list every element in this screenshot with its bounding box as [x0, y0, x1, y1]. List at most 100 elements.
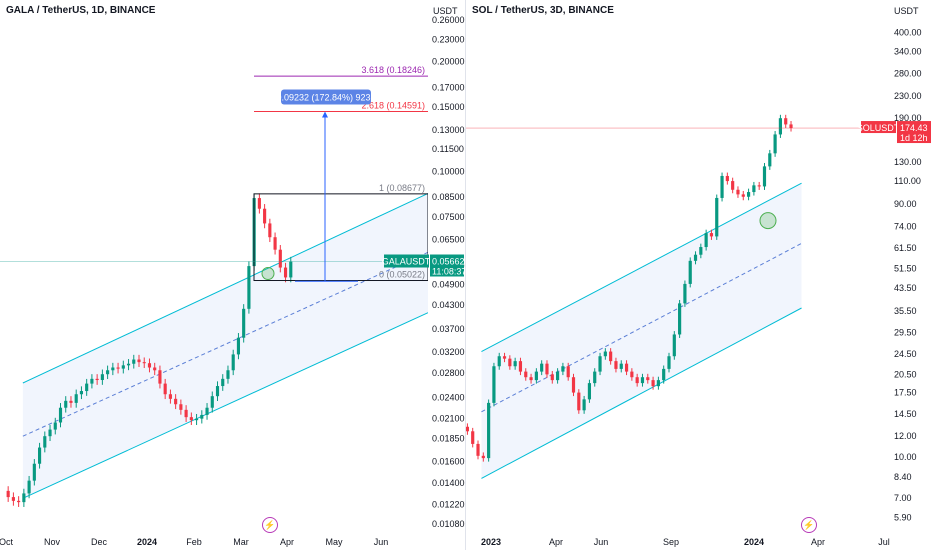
candle	[27, 480, 31, 494]
candle	[11, 497, 15, 501]
candle	[37, 447, 42, 464]
sol-chart-pane[interactable]: 400.00 340.00 280.00 230.00 190.00 130.00 110.…	[466, 0, 932, 550]
channel-upper-line	[481, 182, 802, 352]
candle	[635, 377, 639, 384]
candle	[85, 383, 89, 392]
channel-upper-line	[22, 192, 429, 384]
candle	[48, 429, 52, 437]
symbol-tag-bg	[384, 254, 429, 268]
bolt-icon[interactable]: ⚡	[801, 517, 817, 533]
y-tick-label: 0.11500	[432, 144, 464, 154]
symbol-tag: SOLUSDT	[857, 123, 900, 133]
candle	[215, 386, 220, 397]
y-tick-label: 0.10000	[432, 166, 465, 176]
candle	[577, 392, 581, 411]
gala-chart-pane[interactable]: 3.618 (0.18246) 2.618 (0.14591) 1 (0.08677…	[0, 0, 466, 550]
candle	[58, 407, 63, 423]
candle	[205, 407, 209, 415]
candle	[142, 362, 146, 364]
y-tick-label: 0.07500	[432, 212, 465, 222]
candle	[529, 377, 533, 381]
channel-lower-line	[22, 312, 429, 499]
candle	[90, 378, 94, 384]
y-tick-label: 0.01400	[432, 478, 465, 488]
y-tick-label: 110.00	[894, 176, 921, 186]
candle	[683, 283, 687, 304]
countdown-tag: 11:08:37	[432, 267, 465, 277]
candle	[508, 358, 512, 367]
candle	[587, 383, 592, 400]
candle	[126, 363, 131, 366]
candle	[236, 337, 241, 355]
candle	[757, 185, 761, 187]
x-tick-label: Sep	[663, 537, 679, 547]
gala-chart-canvas[interactable]: 3.618 (0.18246) 2.618 (0.14591) 1 (0.08677…	[0, 0, 465, 550]
y-tick-label: 130.00	[894, 157, 922, 167]
bolt-icon[interactable]: ⚡	[262, 517, 278, 533]
y-tick-label: 74.00	[894, 222, 917, 232]
candle	[64, 400, 68, 408]
sol-chart-canvas[interactable]: 400.00 340.00 280.00 230.00 190.00 130.00 110.…	[466, 0, 932, 550]
candle	[111, 367, 115, 371]
x-tick-label: 2024	[137, 537, 157, 547]
channel-lower-line	[481, 307, 802, 479]
candle	[545, 363, 549, 375]
candle	[534, 371, 538, 381]
candle	[778, 118, 783, 135]
x-tick-label: Oct	[0, 537, 13, 547]
y-tick-label: 29.50	[894, 327, 917, 337]
candle	[678, 303, 682, 335]
y-tick-label: 12.00	[894, 431, 917, 441]
candle	[502, 356, 507, 359]
candle	[466, 426, 469, 432]
candle	[556, 371, 560, 381]
fib-label: 1 (0.08677)	[379, 183, 425, 193]
candle	[79, 391, 84, 395]
candle	[268, 223, 272, 238]
candle	[693, 254, 698, 261]
channel-fill	[22, 193, 428, 499]
y-tick-label: 0.01080	[432, 519, 465, 529]
y-tick-label: 0.03200	[432, 347, 465, 357]
candle	[22, 493, 26, 503]
x-tick-label: May	[325, 537, 343, 547]
candle	[43, 436, 47, 448]
y-tick-label: 280.00	[894, 69, 922, 79]
price-tag: 0.05662	[432, 257, 465, 267]
candle	[481, 455, 485, 459]
candle	[540, 363, 544, 372]
candle	[69, 400, 73, 403]
candle	[283, 267, 288, 278]
y-tick-label: 400.00	[894, 28, 922, 38]
candle	[736, 189, 740, 195]
candle	[116, 367, 120, 369]
candle	[741, 194, 745, 197]
candle	[656, 380, 660, 387]
y-tick-label: 0.01600	[432, 457, 465, 467]
currency-label: USDT	[433, 6, 458, 16]
candle	[768, 153, 772, 167]
y-tick-label: 0.23000	[432, 34, 465, 44]
fib-label: 2.618 (0.14591)	[361, 101, 425, 111]
candle	[550, 374, 554, 381]
candle	[189, 417, 193, 421]
y-tick-label: 0.08500	[432, 192, 465, 202]
measure-label: 0.09232 (172.84%) 9232	[276, 93, 375, 103]
chart-title: GALA / TetherUS, 1D, BINANCE	[6, 5, 156, 16]
candle	[231, 354, 235, 371]
candle	[709, 233, 714, 237]
candle	[773, 134, 777, 154]
candle	[32, 463, 36, 481]
y-tick-label: 51.50	[894, 263, 917, 273]
y-tick-label: 0.15000	[432, 102, 465, 112]
candle	[257, 198, 261, 209]
y-tick-label: 0.02800	[432, 368, 465, 378]
candle	[278, 249, 282, 268]
candle	[492, 366, 496, 403]
symbol-tag: GALAUSDT	[382, 257, 431, 267]
marker-circle	[759, 212, 777, 230]
y-tick-label: 17.50	[894, 388, 917, 398]
candle	[263, 208, 267, 224]
candle	[273, 237, 277, 250]
x-tick-label: Jul	[878, 537, 890, 547]
